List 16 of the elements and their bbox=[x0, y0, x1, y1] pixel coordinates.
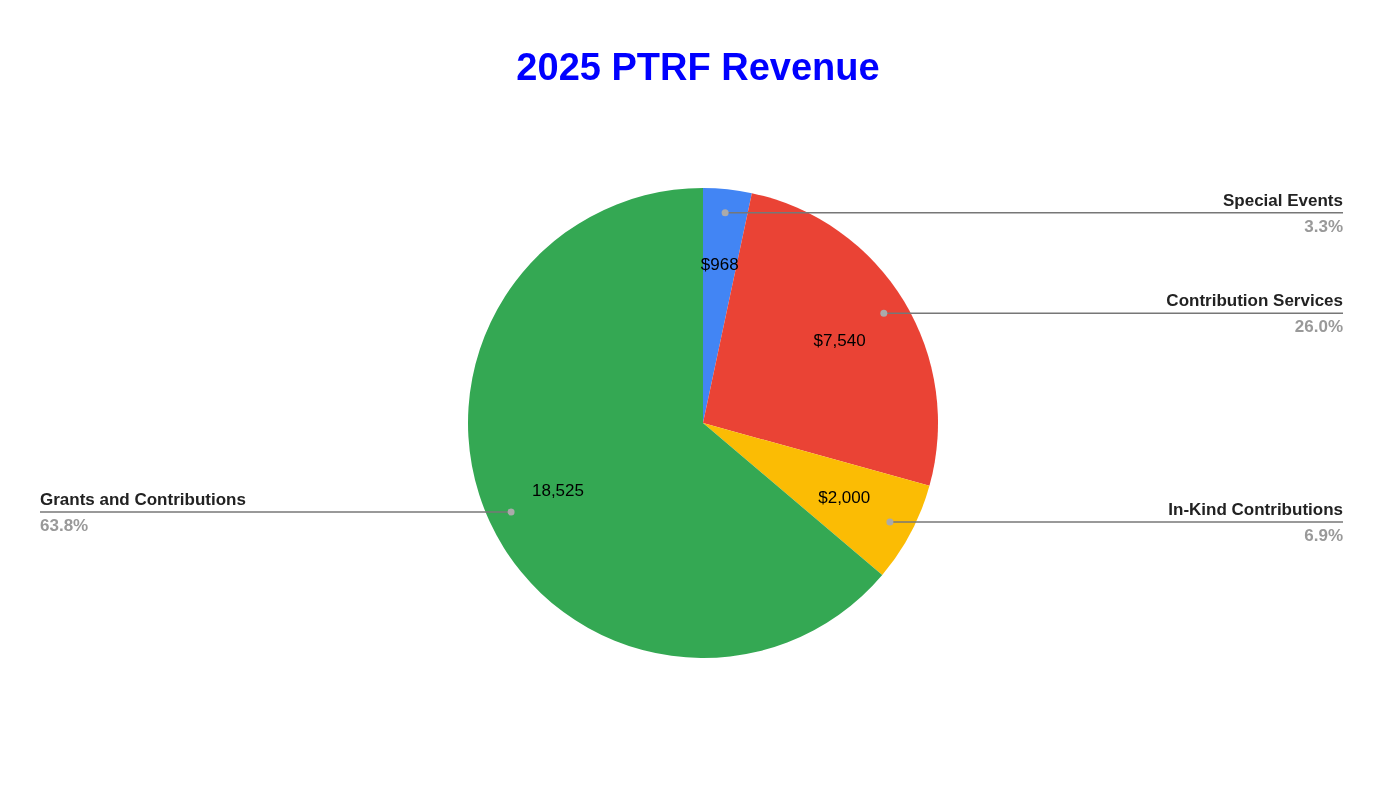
pie-slice bbox=[703, 423, 930, 575]
slice-label: Contribution Services bbox=[1166, 291, 1343, 311]
pie-slice bbox=[703, 193, 938, 486]
chart-title: 2025 PTRF Revenue bbox=[516, 46, 880, 88]
data-label: 18,525 bbox=[532, 480, 584, 500]
text: 3.3% bbox=[1304, 216, 1343, 236]
slice-label: In-Kind Contributions bbox=[1168, 499, 1343, 519]
slice-label: Grants and Contributions bbox=[40, 489, 246, 509]
slice-label: Special Events bbox=[1222, 190, 1343, 210]
data-label: $2,000 bbox=[818, 488, 871, 508]
data-label: $7,540 bbox=[813, 330, 866, 350]
text: 6.9% bbox=[1304, 525, 1343, 545]
pie-slice bbox=[468, 188, 883, 658]
pie-slice bbox=[703, 188, 752, 423]
text: 63.8% bbox=[40, 515, 89, 535]
text: 26.0% bbox=[1294, 317, 1343, 337]
